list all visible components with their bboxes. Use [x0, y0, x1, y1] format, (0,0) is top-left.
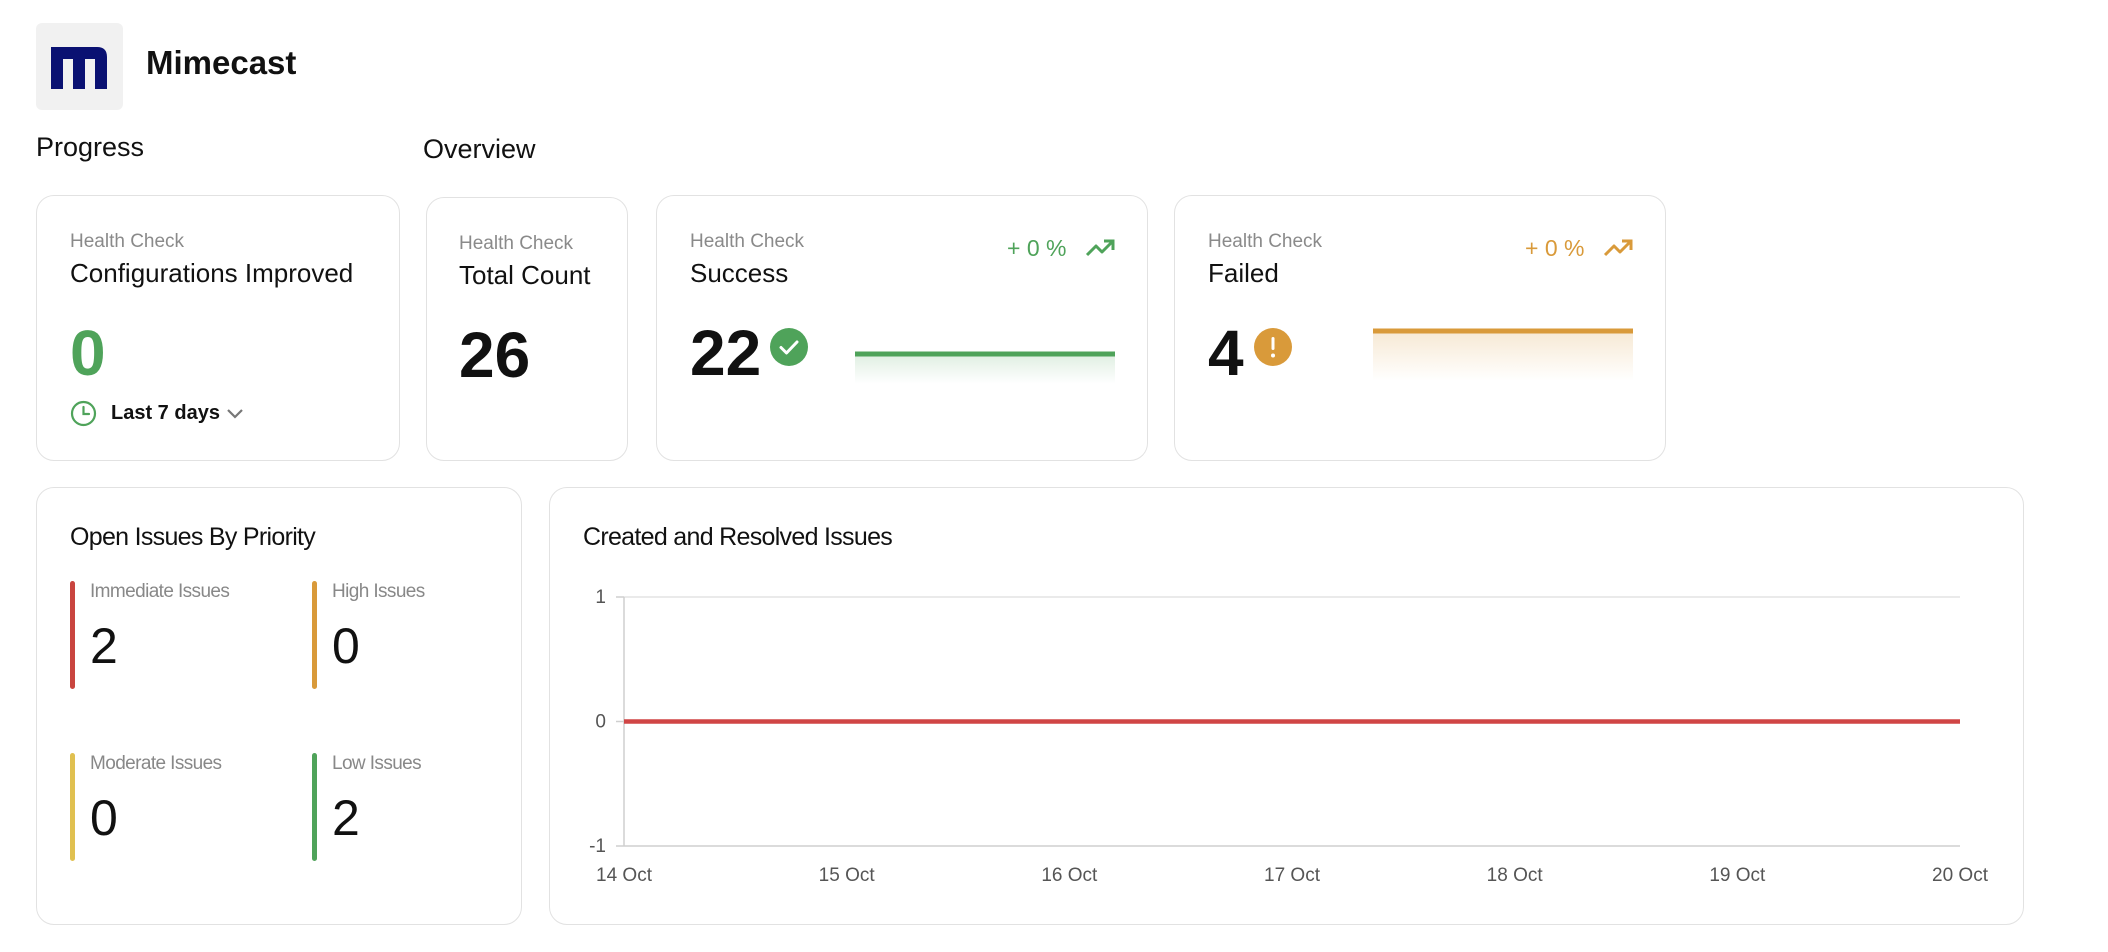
x-tick-label: 15 Oct: [819, 865, 876, 886]
chart-title: Created and Resolved Issues: [583, 523, 893, 551]
issue-label: Moderate Issues: [90, 753, 222, 774]
success-sparkline: [855, 351, 1115, 384]
configurations-improved-card: Health Check Configurations Improved 0 L…: [36, 195, 400, 461]
clock-icon: [70, 400, 97, 427]
failed-card: Health Check Failed + 0 % 4: [1174, 195, 1666, 461]
success-value: 22: [690, 317, 762, 389]
priority-bar: [70, 753, 75, 861]
period-selector[interactable]: Last 7 days: [70, 400, 244, 427]
created-resolved-panel: Created and Resolved Issues 1 0 -1 14 Oct 15…: [549, 487, 2024, 925]
created-resolved-chart: 1 0 -1 14 Oct 15 Oct 16 Oct 17 Oct 18 Oct 19 Oct…: [589, 587, 1989, 886]
failed-sparkline: [1373, 328, 1633, 381]
x-tick-label: 14 Oct: [596, 865, 653, 886]
mimecast-logo-icon: [50, 46, 107, 89]
alert-circle-icon: [1254, 328, 1292, 366]
card-title: Failed: [1208, 258, 1279, 288]
trend-up-icon: [1603, 239, 1633, 257]
y-tick-label: 1: [595, 587, 606, 608]
card-title: Configurations Improved: [70, 258, 354, 288]
total-count-value: 26: [459, 319, 531, 391]
success-change: + 0 %: [1007, 235, 1067, 261]
total-count-card: Health Check Total Count 26: [426, 197, 628, 461]
priority-bar: [70, 581, 75, 689]
x-tick-label: 16 Oct: [1041, 865, 1098, 886]
issue-value: 2: [332, 790, 360, 846]
y-tick-label: -1: [589, 836, 606, 857]
section-title-overview: Overview: [423, 134, 536, 164]
issue-value: 0: [90, 790, 118, 846]
card-title: Success: [690, 258, 789, 288]
priority-bar: [312, 753, 317, 861]
chevron-down-icon: [227, 408, 243, 419]
failed-value: 4: [1208, 317, 1244, 389]
check-circle-icon: [770, 328, 808, 366]
x-tick-label: 18 Oct: [1487, 865, 1544, 886]
x-tick-label: 20 Oct: [1932, 865, 1989, 886]
open-issues-panel: Open Issues By Priority Immediate Issues…: [36, 487, 522, 925]
period-label: Last 7 days: [111, 402, 220, 424]
card-label: Health Check: [690, 231, 805, 252]
section-title-progress: Progress: [36, 132, 145, 162]
issue-label: High Issues: [332, 581, 425, 602]
success-card: Health Check Success + 0 % 22: [656, 195, 1148, 461]
priority-bar: [312, 581, 317, 689]
y-tick-label: 0: [595, 712, 606, 733]
card-label: Health Check: [459, 233, 574, 254]
issue-value: 0: [332, 618, 360, 674]
card-label: Health Check: [70, 231, 185, 252]
app-title: Mimecast: [146, 44, 297, 81]
issue-label: Low Issues: [332, 753, 422, 774]
x-tick-label: 17 Oct: [1264, 865, 1321, 886]
panel-title: Open Issues By Priority: [70, 523, 316, 551]
card-title: Total Count: [459, 260, 591, 290]
configurations-improved-value: 0: [70, 317, 106, 389]
failed-change: + 0 %: [1525, 235, 1585, 261]
issue-value: 2: [90, 618, 118, 674]
issue-label: Immediate Issues: [90, 581, 230, 602]
app-logo: [36, 23, 123, 110]
card-label: Health Check: [1208, 231, 1323, 252]
trend-up-icon: [1085, 239, 1115, 257]
x-tick-label: 19 Oct: [1709, 865, 1766, 886]
